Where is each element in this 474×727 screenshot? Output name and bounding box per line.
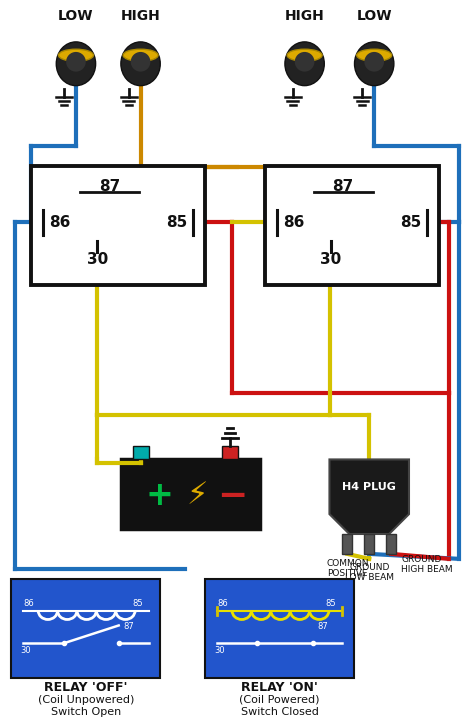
- Ellipse shape: [123, 49, 158, 61]
- Ellipse shape: [56, 42, 96, 86]
- Text: GROUND
LOW BEAM: GROUND LOW BEAM: [345, 563, 394, 582]
- Bar: [265, 166, 439, 286]
- Text: 85: 85: [132, 598, 143, 608]
- Text: 85: 85: [400, 214, 421, 230]
- Text: LOW: LOW: [356, 9, 392, 23]
- Text: 86: 86: [49, 214, 71, 230]
- Bar: [31, 166, 205, 286]
- Text: 30: 30: [320, 252, 342, 267]
- Text: 86: 86: [23, 598, 34, 608]
- Bar: [342, 534, 352, 554]
- Text: 30: 30: [214, 646, 225, 655]
- Text: Switch Closed: Switch Closed: [241, 707, 319, 717]
- Circle shape: [131, 52, 150, 72]
- Bar: [386, 534, 396, 554]
- Text: RELAY 'ON': RELAY 'ON': [241, 681, 318, 694]
- Text: 87: 87: [99, 179, 120, 193]
- Text: RELAY 'OFF': RELAY 'OFF': [44, 681, 128, 694]
- Text: 30: 30: [20, 646, 31, 655]
- Bar: [11, 579, 161, 678]
- Ellipse shape: [121, 42, 160, 86]
- Text: H4 PLUG: H4 PLUG: [342, 482, 396, 492]
- Circle shape: [365, 52, 384, 72]
- Circle shape: [295, 52, 314, 72]
- Ellipse shape: [355, 42, 394, 86]
- Text: 87: 87: [317, 622, 328, 632]
- Text: Switch Open: Switch Open: [51, 707, 121, 717]
- Text: −: −: [217, 478, 247, 513]
- Circle shape: [66, 52, 86, 72]
- Text: 85: 85: [326, 598, 337, 608]
- Text: HIGH: HIGH: [285, 9, 325, 23]
- Bar: [222, 446, 238, 459]
- Ellipse shape: [287, 49, 322, 61]
- Ellipse shape: [285, 42, 324, 86]
- Bar: [121, 459, 260, 529]
- Text: 30: 30: [87, 252, 108, 267]
- Bar: [133, 446, 148, 459]
- Polygon shape: [329, 459, 409, 534]
- Text: HIGH: HIGH: [121, 9, 160, 23]
- Ellipse shape: [357, 49, 392, 61]
- Text: 86: 86: [217, 598, 228, 608]
- Text: (Coil Powered): (Coil Powered): [239, 695, 320, 705]
- Text: ⚡: ⚡: [187, 481, 208, 510]
- Text: 86: 86: [283, 214, 304, 230]
- Text: LOW: LOW: [58, 9, 94, 23]
- Text: +: +: [146, 479, 173, 512]
- Text: 87: 87: [123, 622, 134, 632]
- Bar: [364, 534, 374, 554]
- Ellipse shape: [58, 49, 93, 61]
- Text: 85: 85: [166, 214, 187, 230]
- Text: (Coil Unpowered): (Coil Unpowered): [38, 695, 134, 705]
- Bar: [205, 579, 354, 678]
- Text: COMMON
POSITIVE: COMMON POSITIVE: [326, 559, 369, 578]
- Text: GROUND
HIGH BEAM: GROUND HIGH BEAM: [401, 555, 453, 574]
- Text: 87: 87: [332, 179, 354, 193]
